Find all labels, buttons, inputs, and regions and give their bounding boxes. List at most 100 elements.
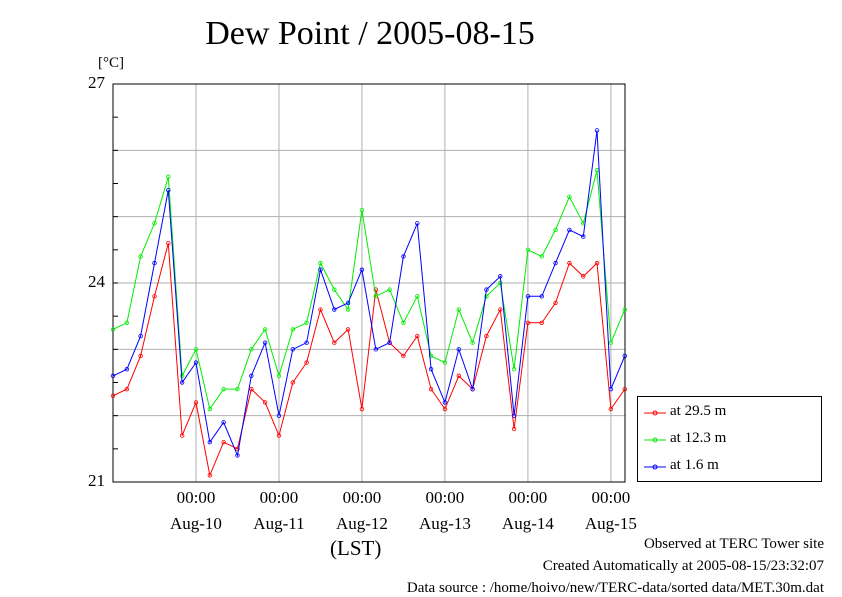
x-tick-time: 00:00: [591, 488, 631, 507]
data-point: [428, 367, 434, 372]
data-point: [373, 294, 379, 299]
data-point: [304, 320, 309, 325]
data-point: [622, 353, 627, 359]
data-point: [262, 327, 268, 332]
data-point: [567, 194, 572, 199]
grid-lines: [113, 83, 625, 483]
y-tick-label: 24: [88, 272, 105, 291]
data-point: [345, 300, 351, 306]
data-point: [498, 307, 503, 312]
y-tick-label: 21: [88, 471, 105, 490]
data-point: [166, 174, 171, 180]
data-point: [179, 433, 185, 438]
x-tick-date: Aug-14: [501, 514, 554, 533]
data-point: [221, 440, 226, 445]
data-point: [373, 347, 379, 352]
data-point: [179, 380, 185, 385]
data-point: [401, 254, 406, 259]
data-point: [207, 473, 213, 478]
data-point: [235, 446, 240, 452]
data-point: [442, 400, 448, 405]
data-point: [207, 406, 213, 412]
data-point: [553, 227, 558, 233]
data-point: [193, 400, 199, 405]
data-point: [581, 234, 586, 239]
footer-source: Data source : /home/hoivo/new/TERC-data/…: [406, 580, 824, 596]
data-point: [249, 347, 254, 352]
footer-site: Observed at TERC Tower site: [643, 536, 824, 552]
data-point: [359, 267, 365, 272]
x-tick-date: Aug-13: [418, 514, 471, 533]
legend-label: at 29.5 m: [670, 403, 727, 419]
data-point: [456, 373, 461, 379]
x-tick-time: 00:00: [342, 488, 382, 507]
data-point: [221, 420, 226, 425]
data-point: [387, 340, 392, 345]
data-point: [539, 254, 544, 259]
data-point: [484, 333, 489, 339]
x-tick-time: 00:00: [176, 488, 216, 507]
data-point: [581, 274, 586, 279]
data-point: [484, 294, 489, 299]
data-point: [290, 327, 296, 332]
data-point: [442, 406, 448, 412]
data-point: [262, 400, 268, 405]
data-point: [249, 373, 254, 379]
data-point: [318, 267, 323, 272]
data-point: [235, 386, 240, 392]
data-point: [276, 413, 282, 418]
data-point: [401, 320, 406, 325]
x-axis-label: (LST): [330, 536, 382, 560]
data-point: [193, 360, 199, 365]
data-point: [124, 320, 130, 325]
series-1: [110, 240, 627, 478]
data-point: [262, 340, 268, 345]
x-tick-date: Aug-10: [169, 514, 222, 533]
data-point: [567, 260, 572, 266]
data-point: [110, 393, 116, 398]
data-point: [401, 353, 406, 359]
data-point: [332, 340, 337, 345]
data-point: [166, 240, 171, 246]
x-tick-time: 00:00: [508, 488, 548, 507]
data-point: [359, 406, 365, 412]
data-point: [539, 294, 544, 299]
data-point: [235, 453, 240, 458]
data-point: [332, 287, 337, 292]
data-point: [318, 260, 323, 266]
data-point: [304, 360, 309, 365]
data-point: [152, 260, 157, 266]
data-point: [511, 426, 517, 432]
data-point: [470, 386, 475, 392]
data-point: [608, 340, 614, 345]
data-point: [539, 320, 544, 325]
data-point: [152, 294, 157, 299]
legend-label: at 1.6 m: [670, 457, 719, 473]
series-line: [112, 130, 626, 458]
y-unit-label: [°C]: [98, 55, 124, 71]
data-point: [415, 333, 420, 339]
data-point: [428, 386, 434, 392]
data-point: [138, 333, 143, 339]
data-point: [594, 260, 600, 266]
x-tick-date: Aug-11: [253, 514, 305, 533]
data-point: [511, 367, 517, 372]
footer-created: Created Automatically at 2005-08-15/23:3…: [542, 558, 824, 574]
data-point: [567, 227, 572, 233]
data-point: [276, 433, 282, 438]
data-point: [525, 294, 531, 299]
data-point: [373, 287, 379, 292]
series-2: [110, 168, 627, 412]
data-point: [249, 386, 254, 392]
data-point: [608, 406, 614, 412]
data-point: [345, 307, 351, 312]
data-point: [594, 128, 600, 133]
data-point: [110, 327, 116, 332]
series-line: [112, 243, 626, 478]
series-3: [110, 128, 627, 458]
data-point: [207, 440, 213, 445]
data-point: [304, 340, 309, 345]
x-tick-time: 00:00: [259, 488, 299, 507]
data-point: [345, 327, 351, 332]
